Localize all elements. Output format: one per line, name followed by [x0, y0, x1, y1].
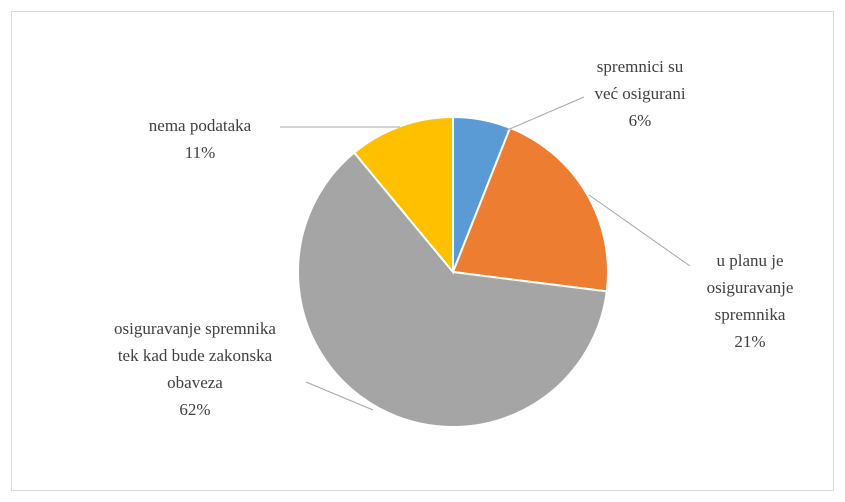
slice-value-label: 11%: [185, 143, 216, 162]
pie-slice: [352, 115, 454, 275]
slice-label: nema podataka: [149, 116, 252, 135]
leader-line: [305, 381, 374, 411]
slice-label: tek kad bude zakonska: [118, 346, 273, 365]
pie-slice: [297, 151, 608, 428]
slice-label: već osigurani: [594, 84, 685, 103]
slice-label: spremnici su: [597, 57, 684, 76]
slice-value-label: 62%: [179, 400, 210, 419]
leader-line: [504, 96, 585, 132]
slice-value-label: 6%: [629, 111, 652, 130]
slice-value-label: 21%: [734, 332, 765, 351]
slice-label: osiguravanje: [707, 278, 794, 297]
slice-label: spremnika: [715, 305, 786, 324]
slice-label: obaveza: [167, 373, 223, 392]
pie-slice: [451, 126, 609, 293]
slice-label: osiguravanje spremnika: [114, 319, 276, 338]
slice-label: u planu je: [716, 251, 783, 270]
leader-line: [588, 194, 691, 267]
